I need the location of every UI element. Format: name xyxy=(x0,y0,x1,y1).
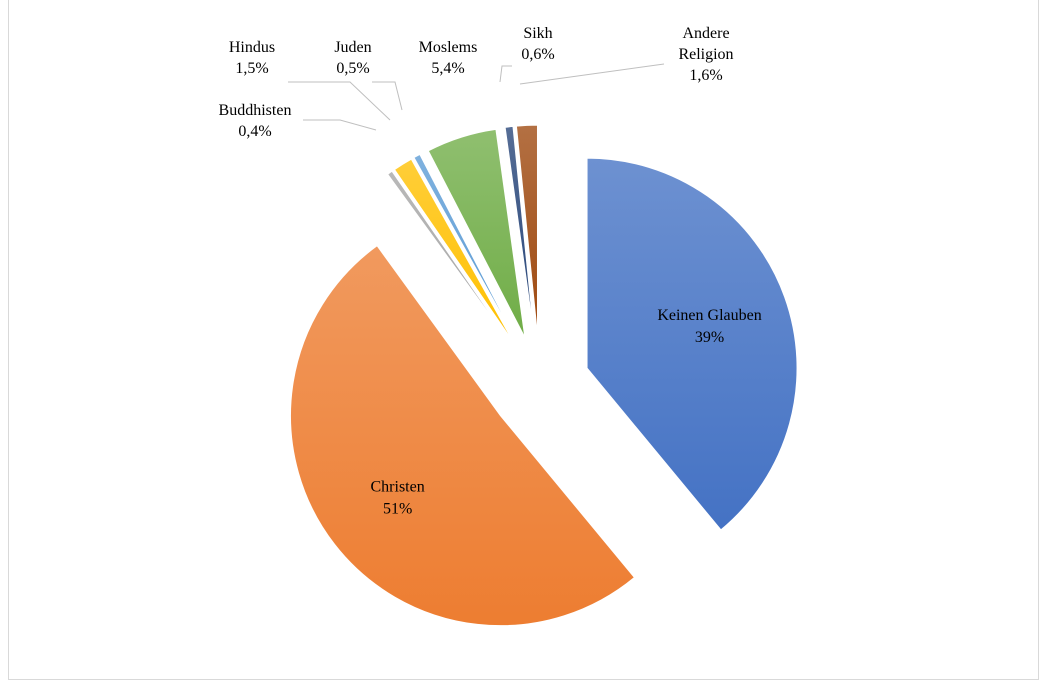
leader-line xyxy=(519,63,665,85)
slice-value-label: 0,5% xyxy=(336,60,369,77)
pie-slice-andere-religion xyxy=(515,124,538,336)
pie-slice-juden xyxy=(413,153,517,342)
slice-value-label: 5,4% xyxy=(431,60,464,77)
leader-line xyxy=(499,65,512,83)
slice-value-label: 0,6% xyxy=(521,46,554,63)
slice-value-label: 1,6% xyxy=(689,67,722,84)
slice-value-label: 0,4% xyxy=(238,123,271,140)
pie-slice-hindus xyxy=(393,158,515,343)
pie-slice-buddhisten xyxy=(386,170,512,345)
slice-label: Juden xyxy=(334,39,371,56)
leader-line xyxy=(288,81,391,121)
pie-slice-sikh xyxy=(504,125,535,336)
slice-value-label: 39% xyxy=(695,329,724,346)
slice-label: Christen xyxy=(371,478,425,495)
slice-label: Andere xyxy=(682,25,729,42)
slice-label: Buddhisten xyxy=(219,102,292,119)
slice-label: Hindus xyxy=(229,39,275,56)
slice-value-label: 51% xyxy=(383,500,412,517)
pie-slice-moslems xyxy=(427,128,526,338)
slice-label: Religion xyxy=(678,46,733,63)
slice-label: Moslems xyxy=(419,39,478,56)
pie-slice-christen xyxy=(290,245,636,627)
slice-label: Sikh xyxy=(523,25,552,42)
slice-value-label: 1,5% xyxy=(235,60,268,77)
leader-line xyxy=(303,119,377,131)
slice-label: Keinen Glauben xyxy=(657,307,761,324)
leader-line xyxy=(372,81,403,111)
pie-slice-keinen-glauben xyxy=(586,157,798,531)
